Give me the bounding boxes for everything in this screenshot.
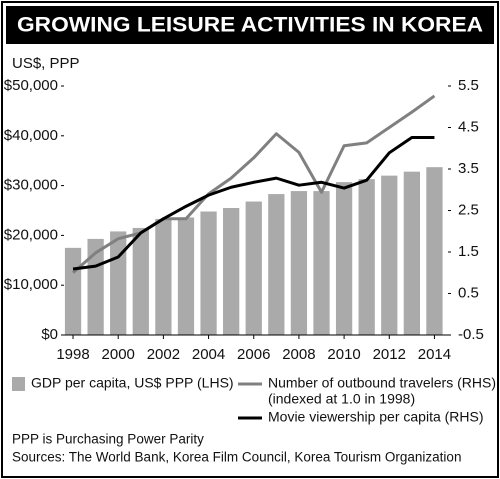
legend-note: (indexed at 1.0 in 1998) xyxy=(268,391,415,407)
bar xyxy=(155,218,172,335)
footnote: Sources: The World Bank, Korea Film Coun… xyxy=(12,450,461,465)
line-series xyxy=(72,135,435,271)
x-tick-label: 2004 xyxy=(192,346,225,363)
line-series xyxy=(72,94,436,274)
y2-tick-label: 2.5 xyxy=(458,201,479,218)
x-tick-label: 2008 xyxy=(282,346,315,363)
x-tick-label: 2014 xyxy=(418,346,451,363)
chart-title: GROWING LEISURE ACTIVITIES IN KOREA xyxy=(17,14,483,37)
y2-tick-label: 1.5 xyxy=(458,243,479,260)
bar xyxy=(290,191,308,335)
x-tick-label: 2006 xyxy=(237,346,270,363)
legend-swatch xyxy=(12,377,25,391)
y2-tick-label: -0.5 xyxy=(458,326,484,343)
x-tick-label: 2000 xyxy=(102,346,135,363)
bar xyxy=(64,247,82,335)
bar xyxy=(403,171,420,335)
bar xyxy=(132,227,149,335)
y-tick-label: $50,000 xyxy=(4,77,58,94)
y-tick-label: $10,000 xyxy=(4,276,58,293)
legend-label: Movie viewership per capita (RHS) xyxy=(268,409,484,425)
y-tick-label: $20,000 xyxy=(4,226,58,243)
y-axis-label: US$, PPP xyxy=(12,55,80,72)
bar xyxy=(223,208,240,335)
x-tick-label: 1998 xyxy=(56,346,89,363)
bar xyxy=(358,179,375,335)
legend-label: GDP per capita, US$ PPP (LHS) xyxy=(31,375,234,391)
y2-tick-label: 5.5 xyxy=(458,77,479,94)
x-tick-label: 2012 xyxy=(373,346,406,363)
footnote: PPP is Purchasing Power Parity xyxy=(12,432,204,447)
x-tick-label: 2002 xyxy=(147,346,180,363)
title-bar xyxy=(6,6,494,44)
y2-tick-label: 4.5 xyxy=(458,118,479,135)
bar xyxy=(335,182,353,335)
bar xyxy=(177,217,195,335)
bar xyxy=(110,231,127,335)
x-tick-label: 2010 xyxy=(327,346,360,363)
bar xyxy=(426,167,443,335)
y-tick-label: $30,000 xyxy=(4,177,58,194)
legend-label: Number of outbound travelers (RHS) xyxy=(268,375,496,391)
bar xyxy=(245,201,262,335)
bar xyxy=(200,211,217,335)
y-tick-label: $40,000 xyxy=(4,127,58,144)
y2-tick-label: 0.5 xyxy=(458,284,479,301)
y2-tick-label: 3.5 xyxy=(458,160,479,177)
bar xyxy=(381,175,398,335)
y-tick-label: $0 xyxy=(41,326,58,343)
bar xyxy=(313,191,330,335)
bar xyxy=(268,194,285,335)
